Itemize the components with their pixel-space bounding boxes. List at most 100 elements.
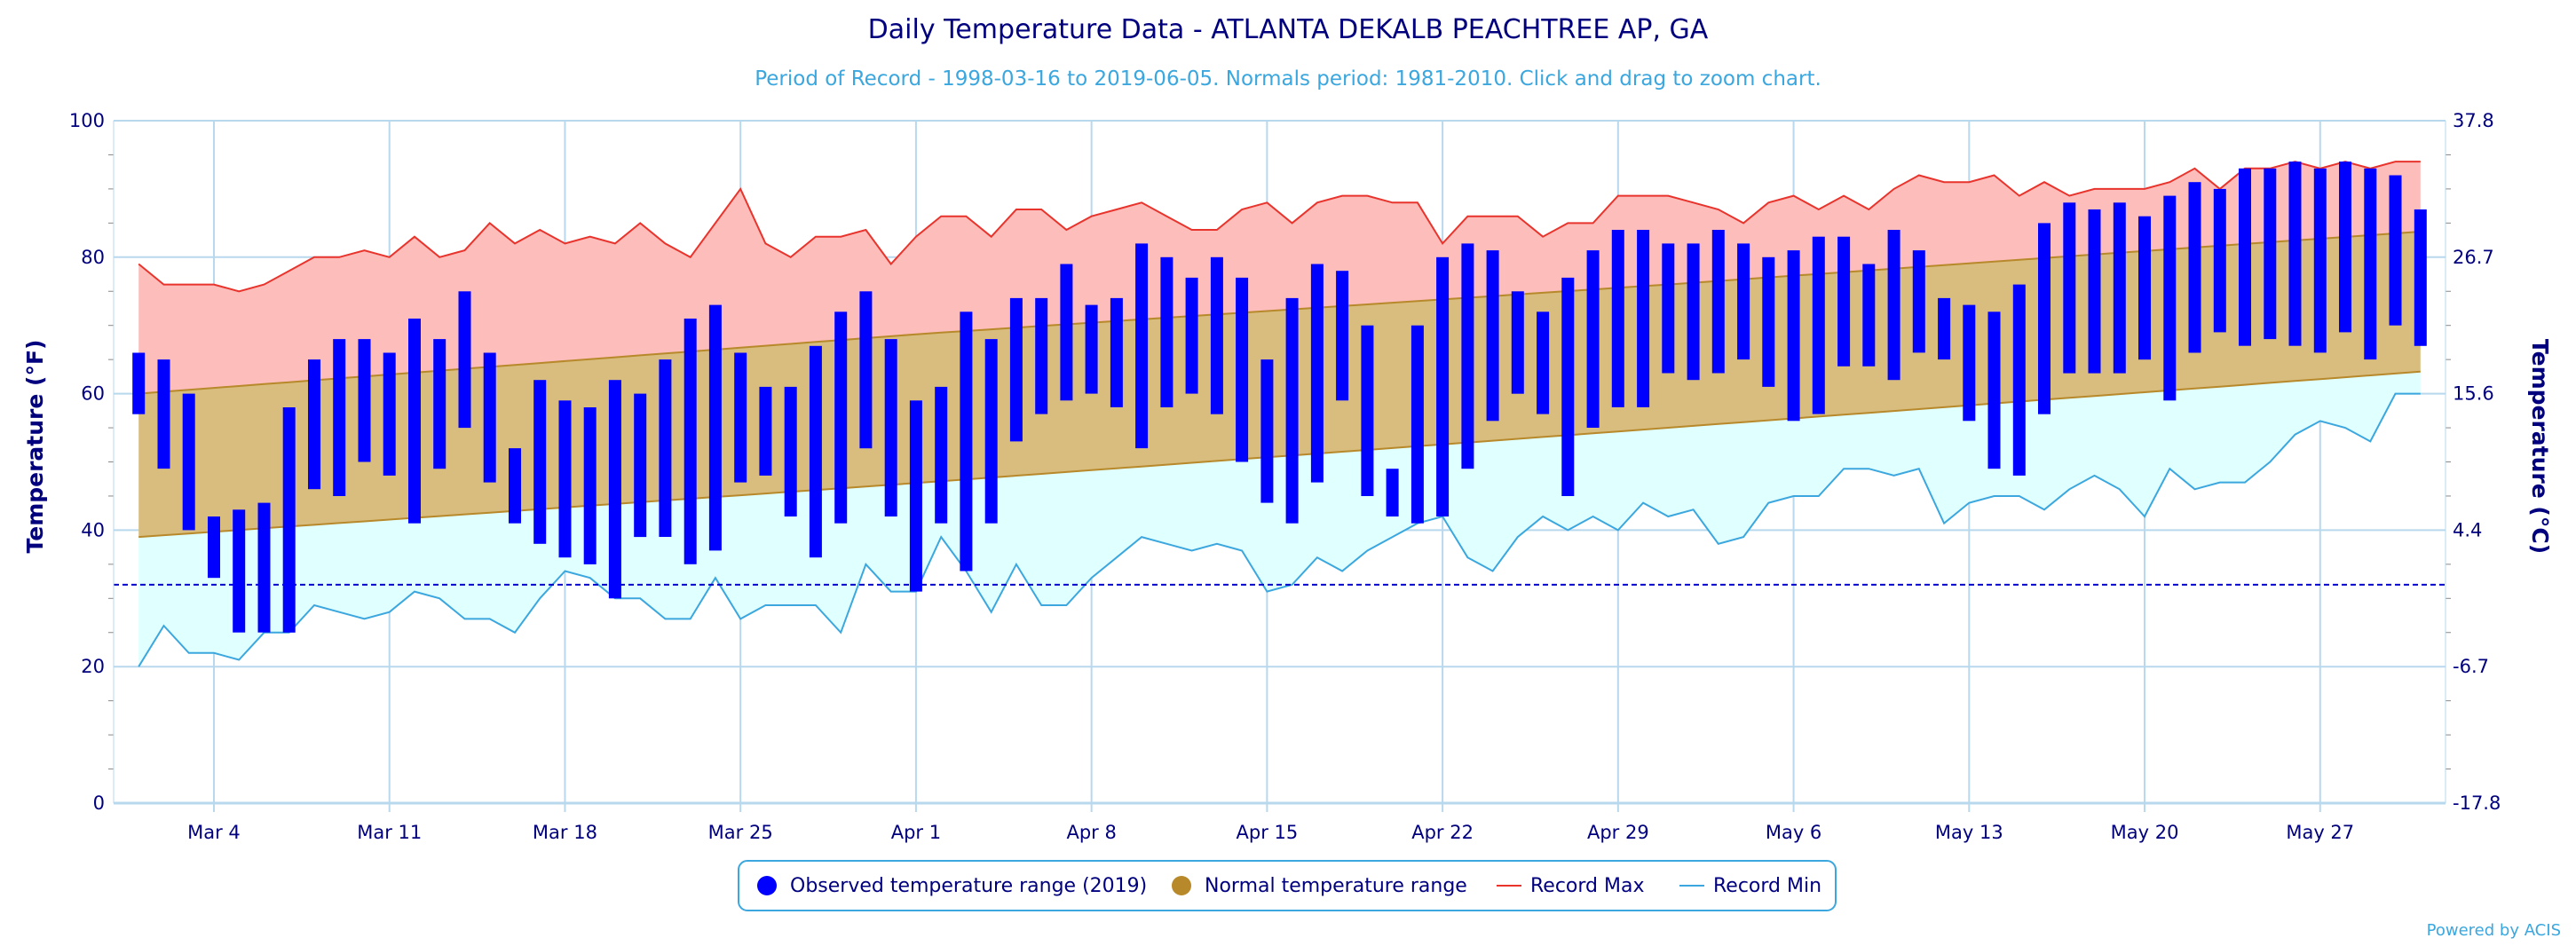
legend-item-normal[interactable]: Normal temperature range — [1172, 875, 1467, 897]
observed-bar[interactable] — [608, 380, 621, 599]
observed-bar[interactable] — [2113, 202, 2126, 374]
observed-bar[interactable] — [1009, 297, 1023, 442]
observed-bar[interactable] — [2213, 188, 2226, 333]
observed-bar[interactable] — [1737, 243, 1750, 360]
observed-bar[interactable] — [308, 359, 320, 490]
observed-bar[interactable] — [1410, 325, 1424, 524]
observed-bar[interactable] — [333, 339, 346, 496]
observed-bar[interactable] — [282, 407, 296, 633]
observed-bar[interactable] — [1837, 236, 1851, 367]
observed-bar[interactable] — [2339, 162, 2351, 333]
observed-bar[interactable] — [1912, 250, 1925, 353]
observed-bar[interactable] — [1210, 256, 1223, 414]
observed-bar[interactable] — [2038, 223, 2051, 414]
observed-bar[interactable] — [157, 359, 170, 469]
observed-bar[interactable] — [1436, 256, 1450, 516]
observed-bar[interactable] — [458, 291, 471, 429]
observed-bar[interactable] — [684, 319, 697, 564]
observed-bar[interactable] — [257, 502, 271, 633]
observed-bars[interactable] — [132, 162, 2427, 633]
observed-bar[interactable] — [1687, 243, 1700, 381]
observed-bar[interactable] — [509, 448, 521, 524]
observed-bar[interactable] — [1461, 243, 1474, 469]
observed-bar[interactable] — [1035, 297, 1048, 414]
observed-bar[interactable] — [1938, 297, 1951, 360]
observed-bar[interactable] — [1486, 250, 1499, 422]
observed-bar[interactable] — [1711, 230, 1725, 374]
observed-bar[interactable] — [909, 400, 922, 592]
observed-bar[interactable] — [2138, 216, 2151, 360]
legend-item-record-max[interactable]: Record Max — [1497, 875, 1645, 897]
observed-bar[interactable] — [1260, 359, 1274, 503]
observed-bar[interactable] — [1110, 297, 1123, 407]
observed-bar[interactable] — [2414, 209, 2427, 346]
legend-item-record-min[interactable]: Record Min — [1679, 875, 1821, 897]
observed-bar[interactable] — [1611, 230, 1624, 407]
observed-bar[interactable] — [583, 407, 597, 564]
observed-bar[interactable] — [1085, 304, 1098, 394]
observed-bar[interactable] — [1987, 311, 2001, 469]
observed-bar[interactable] — [634, 393, 647, 538]
observed-bar[interactable] — [2063, 202, 2076, 374]
observed-bar[interactable] — [2163, 195, 2177, 401]
observed-bar[interactable] — [233, 509, 246, 633]
observed-bar[interactable] — [533, 380, 547, 544]
observed-bar[interactable] — [1862, 264, 1876, 367]
observed-bar[interactable] — [408, 319, 421, 524]
observed-bar[interactable] — [208, 516, 220, 579]
observed-bar[interactable] — [2239, 168, 2251, 346]
observed-bar[interactable] — [1637, 230, 1650, 407]
observed-bar[interactable] — [132, 352, 146, 414]
observed-bar[interactable] — [2364, 168, 2377, 360]
observed-bar[interactable] — [1762, 256, 1775, 387]
observed-bar[interactable] — [984, 339, 998, 524]
observed-bar[interactable] — [1285, 297, 1299, 524]
observed-bar[interactable] — [358, 339, 371, 462]
observed-bar[interactable] — [1160, 256, 1173, 407]
observed-bar[interactable] — [558, 400, 572, 558]
observed-bar[interactable] — [182, 393, 195, 531]
legend[interactable]: Observed temperature range (2019) Normal… — [738, 860, 1837, 911]
observed-bar[interactable] — [784, 386, 797, 516]
observed-bar[interactable] — [960, 311, 973, 572]
observed-bar[interactable] — [809, 345, 822, 558]
observed-bar[interactable] — [1386, 469, 1399, 516]
observed-bar[interactable] — [1963, 304, 1976, 422]
observed-bar[interactable] — [1336, 271, 1349, 401]
observed-bar[interactable] — [483, 352, 496, 483]
observed-bar[interactable] — [1511, 291, 1524, 394]
observed-bar[interactable] — [2188, 182, 2201, 353]
observed-bar[interactable] — [2389, 175, 2402, 326]
observed-bar[interactable] — [1561, 277, 1575, 496]
observed-bar[interactable] — [2012, 284, 2026, 476]
observed-bar[interactable] — [834, 311, 848, 524]
observed-bar[interactable] — [935, 386, 948, 524]
observed-bar[interactable] — [2088, 209, 2101, 374]
observed-bar[interactable] — [1887, 230, 1900, 381]
observed-bar[interactable] — [1812, 236, 1825, 414]
observed-bar[interactable] — [1060, 264, 1073, 401]
legend-item-observed[interactable]: Observed temperature range (2019) — [757, 875, 1147, 897]
observed-bar[interactable] — [708, 304, 722, 551]
observed-bar[interactable] — [383, 352, 396, 476]
observed-bar[interactable] — [1787, 250, 1800, 422]
credit-link[interactable]: Powered by ACIS — [2427, 921, 2561, 940]
observed-bar[interactable] — [859, 291, 873, 449]
observed-bar[interactable] — [2288, 162, 2302, 346]
observed-bar[interactable] — [1361, 325, 1374, 496]
observed-bar[interactable] — [1185, 277, 1198, 394]
observed-bar[interactable] — [884, 339, 897, 516]
observed-bar[interactable] — [2313, 168, 2327, 353]
observed-bar[interactable] — [1537, 311, 1550, 414]
observed-bar[interactable] — [1662, 243, 1675, 374]
observed-bar[interactable] — [1586, 250, 1600, 428]
observed-bar[interactable] — [759, 386, 772, 476]
observed-bar[interactable] — [2264, 168, 2277, 340]
observed-bar[interactable] — [433, 339, 446, 469]
observed-bar[interactable] — [734, 352, 747, 483]
observed-bar[interactable] — [659, 359, 672, 537]
observed-bar[interactable] — [1135, 243, 1149, 449]
observed-bar[interactable] — [1310, 264, 1324, 483]
